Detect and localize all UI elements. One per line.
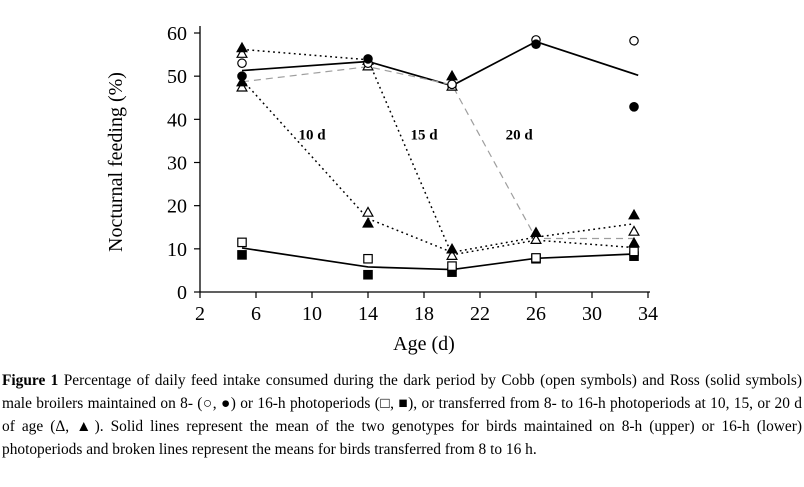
x-tick-label: 14 (358, 303, 378, 325)
x-tick-label: 26 (526, 303, 546, 325)
x-tick-label: 6 (251, 303, 261, 325)
y-axis-title: Nocturnal feeding (%) (105, 72, 127, 252)
figure-caption: Figure 1 Percentage of daily feed intake… (2, 370, 802, 462)
marker-triangle-filled (362, 217, 374, 228)
figure-caption-label: Figure 1 (2, 372, 59, 389)
marker-triangle-filled (446, 69, 458, 81)
marker-square-open (237, 237, 247, 248)
marker-triangle-open (236, 81, 248, 92)
x-tick-label: 2 (195, 303, 205, 325)
x-tick-label: 10 (302, 303, 322, 325)
marker-square-open (363, 253, 373, 264)
marker-circle-filled (531, 39, 541, 50)
marker-circle-open (629, 35, 639, 46)
marker-triangle-filled (530, 226, 542, 238)
marker-triangle-filled (628, 208, 640, 220)
marker-circle-filled (629, 102, 639, 112)
x-axis-title: Age (d) (393, 333, 455, 355)
y-tick-label: 40 (167, 109, 187, 131)
plot-annotation: 15 d (410, 127, 438, 143)
data-markers (236, 35, 640, 280)
marker-triangle-open (530, 233, 542, 244)
y-tick-label: 30 (167, 153, 187, 175)
y-tick-label: 10 (167, 239, 187, 261)
marker-square-open (629, 246, 639, 257)
marker-circle-filled (363, 54, 373, 64)
marker-triangle-filled (236, 75, 248, 87)
series-transfer-15d-dotted (241, 48, 635, 256)
x-tick-label: 18 (414, 303, 434, 325)
marker-square-open (447, 261, 457, 271)
marker-triangle-open (446, 249, 458, 260)
plot-annotation: 10 d (298, 127, 326, 143)
marker-square-filled (237, 250, 247, 260)
axes (199, 26, 650, 293)
figure-caption-text: Percentage of daily feed intake consumed… (2, 372, 803, 458)
marker-square-filled (363, 269, 373, 280)
marker-triangle-filled (628, 236, 640, 248)
y-tick-label: 60 (167, 23, 187, 45)
marker-circle-filled (237, 71, 247, 81)
marker-triangle-filled (236, 41, 248, 53)
y-tick-label: 50 (167, 66, 187, 88)
marker-triangle-open (236, 47, 248, 58)
y-tick-label: 0 (177, 282, 187, 304)
marker-circle-open (237, 58, 247, 69)
plot-annotation: 20 d (506, 127, 534, 143)
series-mean-16h-lower-solid (241, 247, 635, 271)
x-tick-label: 30 (582, 303, 602, 325)
marker-circle-open (447, 79, 457, 90)
x-tick-label: 22 (470, 303, 490, 325)
x-tick-label: 34 (638, 303, 658, 325)
marker-triangle-open (362, 206, 374, 217)
ticks (194, 32, 649, 298)
marker-triangle-filled (446, 242, 458, 254)
marker-square-open (531, 253, 541, 263)
series-transfer-20d-dashed (241, 66, 634, 240)
series-mean-8h-upper-solid (241, 40, 639, 87)
series-transfer-10d-dotted (241, 79, 635, 254)
y-tick-label: 20 (167, 196, 187, 218)
marker-triangle-open (628, 225, 640, 236)
